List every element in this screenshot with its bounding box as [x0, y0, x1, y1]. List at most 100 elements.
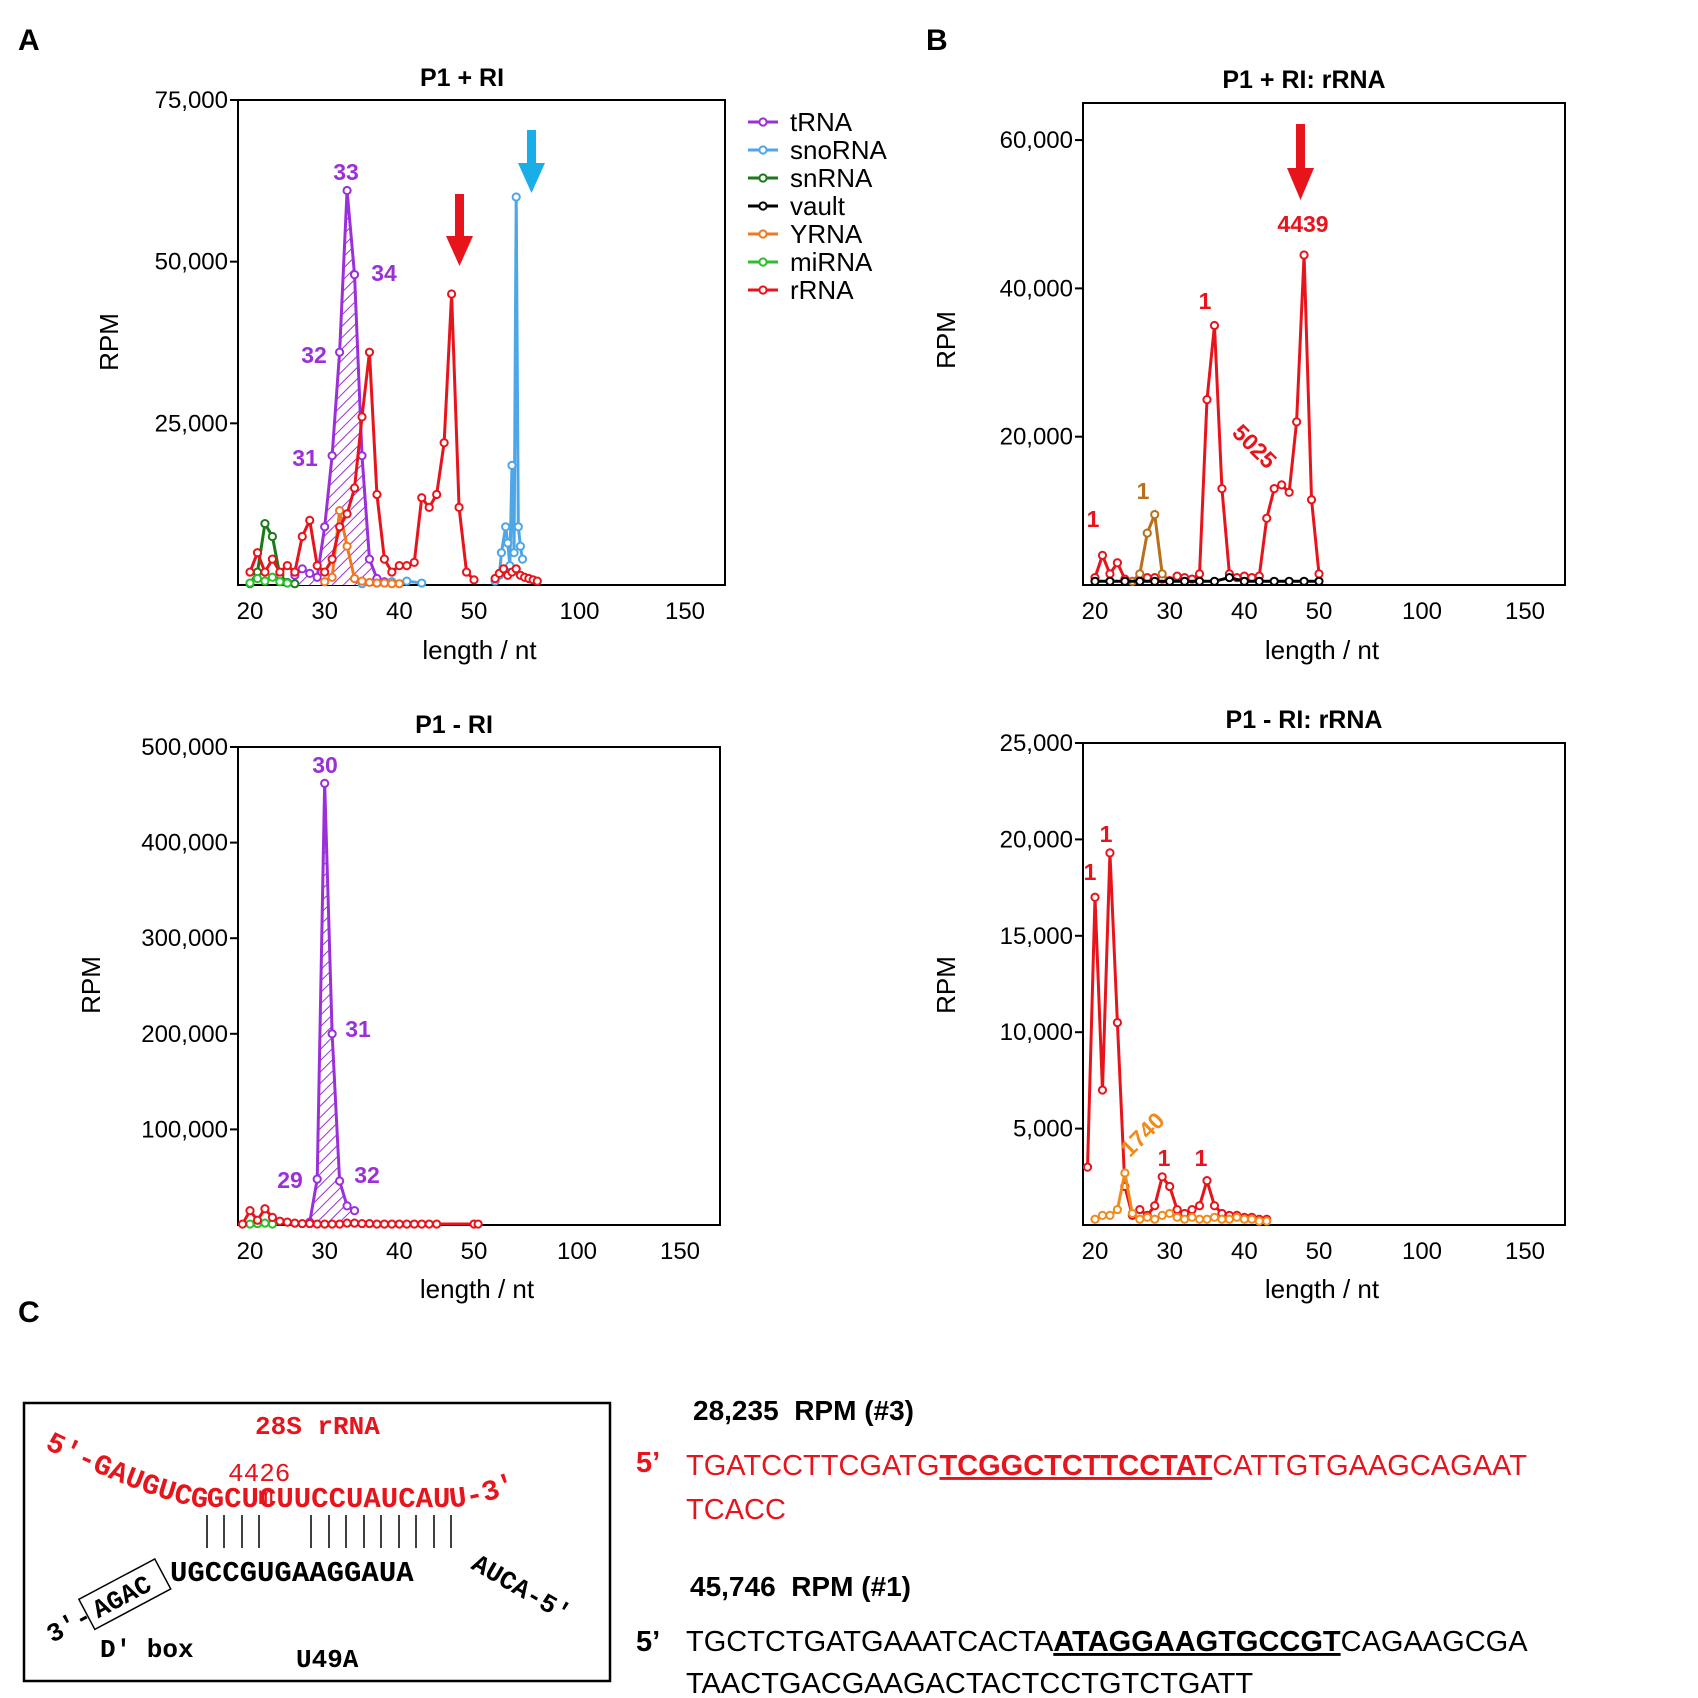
plot-frame [1082, 102, 1566, 586]
y-tick-label: 40,000 [1000, 275, 1073, 302]
data-point-snorna [513, 522, 523, 532]
data-point-trna [327, 451, 337, 461]
data-point-rrna [327, 554, 337, 564]
data-point-vault [1239, 576, 1249, 586]
data-point-rrna [1284, 487, 1294, 497]
data-point-rrna [1194, 569, 1205, 579]
data-point-snorna [496, 548, 507, 558]
data-point-rrna [245, 567, 255, 577]
peak-label: 31 [292, 445, 318, 471]
y-tick-label: 200,000 [141, 1021, 228, 1048]
data-point-rrna_other [1165, 1208, 1175, 1219]
data-point-rrna [1150, 1201, 1160, 1211]
data-point-rrna [1194, 1201, 1205, 1211]
data-point-trna [335, 347, 345, 357]
x-tick-label: 20 [237, 1238, 264, 1265]
data-point-vault [1194, 576, 1205, 586]
data-point-trna [335, 1176, 345, 1186]
data-point-rrna_other [1127, 1208, 1137, 1219]
data-point-rrna_brown [1150, 509, 1160, 520]
data-point-rrna [1135, 1204, 1145, 1215]
data-point-rrna_other [1217, 1214, 1227, 1224]
data-point-rrna [379, 554, 389, 564]
data-point-rrna [305, 515, 315, 525]
data-point-rrna [432, 1219, 442, 1229]
peak-label: 1 [1158, 1145, 1171, 1171]
data-point-rrna [312, 561, 322, 571]
data-point-rrna [297, 1218, 307, 1229]
data-point-rrna_other [1090, 1214, 1100, 1224]
data-point-yrna [320, 577, 330, 587]
data-point-rrna [424, 502, 434, 512]
legend-marker [758, 285, 768, 295]
peak-label: 1 [1199, 288, 1212, 314]
data-point-trna [320, 778, 330, 788]
data-point-rrna [1097, 1085, 1108, 1095]
data-point-rrna [1187, 1204, 1197, 1215]
data-point-rrna [349, 1218, 360, 1228]
data-point-trna [312, 1174, 322, 1184]
data-point-vault [1314, 576, 1324, 586]
x-tick-label: 50 [461, 1238, 488, 1265]
x-tick-label: 150 [660, 1238, 700, 1265]
seq-line-1: TGCTCTGATGAAATCACTAATAGGAAGTGCCGTCAGAAGC… [686, 1626, 1528, 1658]
right-end: AUCA-5' [466, 1549, 576, 1630]
data-point-rrna_other [1135, 1214, 1145, 1224]
data-point-rrna [432, 489, 442, 500]
x-tick-label: 100 [557, 1238, 597, 1265]
data-point-rrna_other [1209, 1212, 1220, 1222]
data-point-rrna_other [1120, 1168, 1130, 1178]
data-point-snorna [503, 538, 513, 548]
data-point-vault [1180, 576, 1190, 586]
data-point-rrna [379, 1219, 389, 1229]
data-point-rrna [417, 1219, 427, 1229]
data-point-trna [342, 1201, 352, 1211]
peak-label: 29 [277, 1167, 303, 1193]
legend-marker [758, 229, 768, 239]
trna-area [294, 190, 392, 586]
data-point-rrna [1202, 395, 1212, 405]
x-tick-label: 50 [461, 598, 488, 625]
data-point-rrna [1306, 495, 1317, 505]
data-point-trna [349, 270, 360, 280]
plot-frame [237, 99, 726, 586]
data-point-rrna [461, 567, 472, 577]
data-point-rrna [335, 1219, 345, 1229]
data-point-rrna [424, 1219, 434, 1229]
data-point-rrna_other [1254, 1216, 1264, 1226]
y-tick-label: 500,000 [141, 734, 228, 761]
x-axis-label: length / nt [420, 1274, 535, 1304]
y-tick-label: 100,000 [141, 1116, 228, 1143]
legend-marker [758, 117, 768, 127]
data-point-mirna [252, 573, 263, 584]
data-point-rrna [394, 561, 404, 571]
data-point-rrna [260, 567, 270, 577]
data-point-rrna [402, 1219, 412, 1229]
rrna-label: 28S rRNA [255, 1412, 380, 1442]
x-tick-label: 40 [1231, 598, 1258, 625]
data-point-yrna [327, 572, 337, 582]
seq-line-1: TGATCCTTCGATGTCGGCTCTTCCTATCATTGTGAAGCAG… [686, 1450, 1527, 1482]
data-point-rrna [1082, 1162, 1093, 1172]
data-point-yrna [364, 577, 375, 588]
data-point-rrna [1105, 848, 1115, 858]
legend-label: vault [790, 191, 846, 221]
data-point-rrna [357, 1218, 367, 1229]
data-point-rrna [1090, 892, 1100, 902]
data-point-rrna [282, 561, 292, 571]
y-tick-label: 60,000 [1000, 127, 1073, 154]
legend-label: snRNA [790, 163, 873, 193]
data-point-mirna [275, 577, 285, 587]
data-point-rrna [267, 554, 277, 564]
data-point-rrna [532, 576, 542, 586]
data-point-rrna [1202, 1176, 1212, 1186]
data-point-rrna [305, 1218, 315, 1229]
seq-header: 45,746 RPM (#1) [690, 1571, 911, 1602]
peak-label: 34 [371, 260, 397, 286]
data-point-trna [305, 568, 315, 578]
series-line-vault [1095, 576, 1319, 583]
data-point-snorna [509, 548, 519, 558]
x-axis-label: length / nt [1265, 1274, 1380, 1304]
y-tick-label: 75,000 [155, 87, 228, 114]
y-tick-label: 5,000 [1013, 1116, 1073, 1143]
